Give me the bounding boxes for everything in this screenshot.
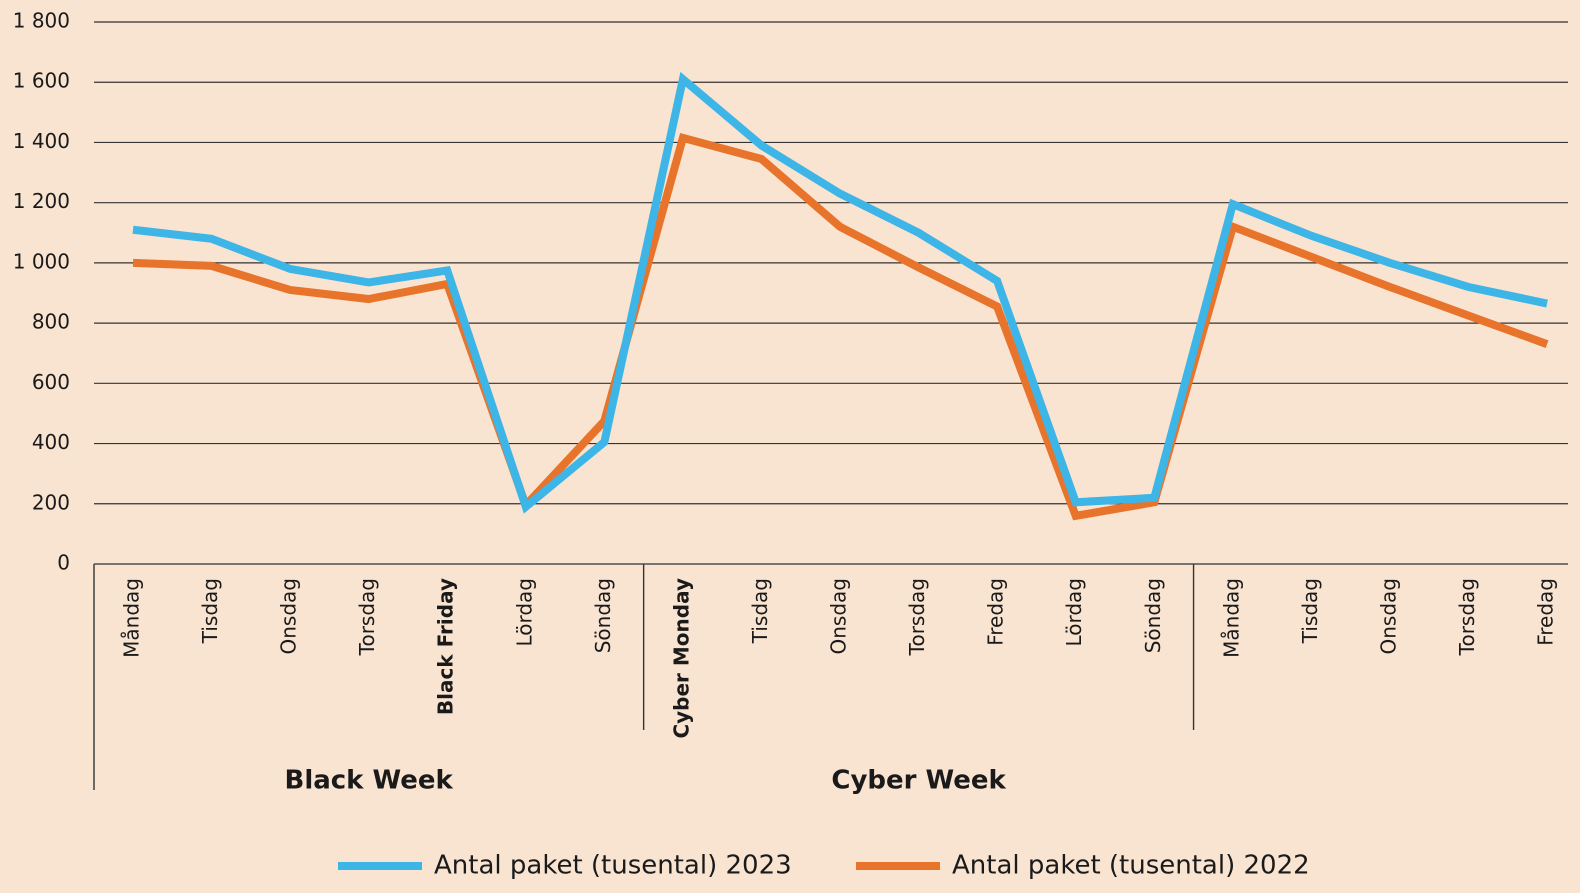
- x-tick-label: Tisdag: [1298, 578, 1322, 644]
- x-tick-label: Onsdag: [277, 578, 301, 654]
- y-tick-label: 200: [32, 490, 70, 514]
- y-tick-label: 600: [32, 370, 70, 394]
- series-line: [132, 133, 1549, 521]
- x-tick-label: Cyber Monday: [669, 578, 693, 739]
- x-tick-label: Torsdag: [1455, 578, 1479, 656]
- legend-label: Antal paket (tusental) 2023: [434, 851, 792, 881]
- y-tick-label: 400: [32, 430, 70, 454]
- y-tick-label: 1 000: [13, 249, 70, 273]
- y-tick-label: 1 600: [13, 69, 70, 93]
- legend-label: Antal paket (tusental) 2022: [952, 851, 1310, 881]
- x-tick-label: Måndag: [1219, 578, 1243, 658]
- x-tick-label: Tisdag: [748, 578, 772, 644]
- x-tick-label: Tisdag: [198, 578, 222, 644]
- group-label: Cyber Week: [831, 766, 1006, 796]
- y-tick-label: 0: [57, 551, 70, 575]
- y-tick-label: 1 400: [13, 129, 70, 153]
- y-tick-label: 1 800: [13, 9, 70, 33]
- x-tick-label: Onsdag: [827, 578, 851, 654]
- x-tick-label: Fredag: [984, 578, 1008, 646]
- x-tick-label: Måndag: [120, 578, 144, 658]
- x-tick-label: Torsdag: [355, 578, 379, 656]
- series-line: [132, 71, 1548, 514]
- group-label: Black Week: [285, 766, 454, 796]
- x-tick-label: Söndag: [591, 578, 615, 653]
- x-tick-label: Söndag: [1141, 578, 1165, 653]
- x-tick-label: Lördag: [1062, 578, 1086, 647]
- x-tick-label: Torsdag: [905, 578, 929, 656]
- x-tick-label: Onsdag: [1376, 578, 1400, 654]
- y-tick-label: 800: [32, 310, 70, 334]
- y-tick-label: 1 200: [13, 189, 70, 213]
- x-tick-label: Fredag: [1534, 578, 1558, 646]
- x-tick-label: Black Friday: [434, 578, 458, 715]
- x-tick-label: Lördag: [512, 578, 536, 647]
